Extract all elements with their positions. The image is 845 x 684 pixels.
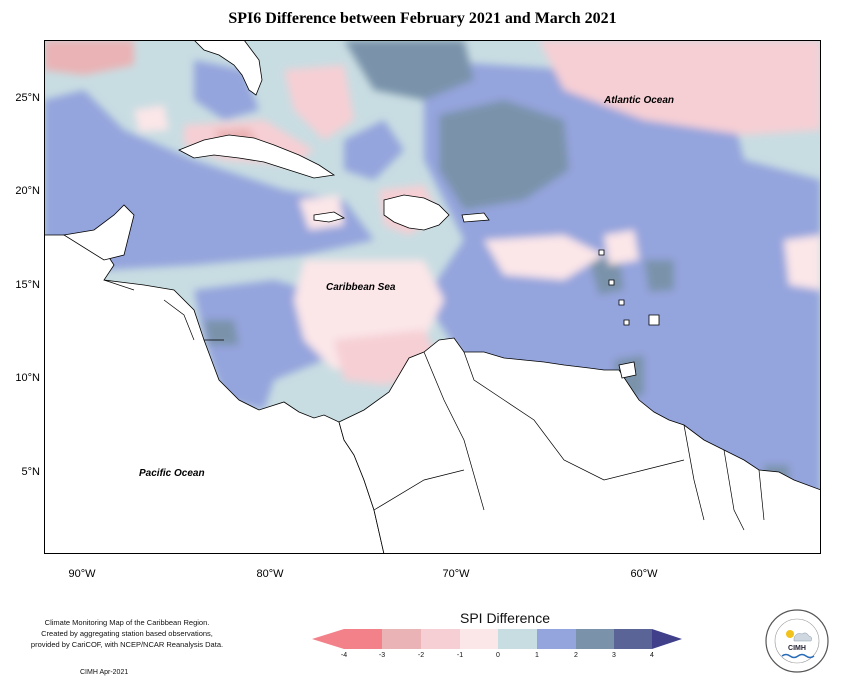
lon-tick-80w: 80°W bbox=[256, 568, 284, 580]
legend-swatch bbox=[576, 629, 614, 649]
logo-text: CIMH bbox=[788, 645, 806, 652]
credit: CIMH Apr-2021 bbox=[80, 669, 129, 676]
legend-swatch bbox=[537, 629, 576, 649]
zone-pink-lesser bbox=[604, 230, 639, 265]
lon-tick-90w: 90°W bbox=[68, 568, 96, 580]
sun-icon bbox=[786, 630, 794, 638]
legend-tick: -1 bbox=[456, 652, 464, 659]
legend-tick: -3 bbox=[378, 652, 386, 659]
legend-tick: -2 bbox=[417, 652, 425, 659]
legend-arrow-left bbox=[312, 629, 344, 649]
legend-swatch bbox=[344, 629, 382, 649]
lat-tick-20n: 20°N bbox=[15, 185, 40, 197]
zone-slate-antilles bbox=[589, 255, 624, 295]
lat-tick-25n: 25°N bbox=[15, 92, 40, 104]
footnote-line: Climate Monitoring Map of the Caribbean … bbox=[44, 618, 210, 627]
color-legend bbox=[312, 628, 684, 655]
legend-tick: 0 bbox=[496, 652, 500, 659]
spi-map[interactable]: Atlantic Ocean Caribbean Sea Pacific Oce… bbox=[44, 40, 821, 554]
map-title: SPI6 Difference between February 2021 an… bbox=[228, 10, 617, 27]
legend-swatch bbox=[614, 629, 652, 649]
footnote: Climate Monitoring Map of the Caribbean … bbox=[12, 617, 242, 650]
zone-blue-bahamas bbox=[344, 120, 404, 180]
label-pacific-ocean: Pacific Ocean bbox=[139, 468, 205, 479]
legend-tick: 3 bbox=[612, 652, 616, 659]
wave-icon bbox=[781, 653, 815, 659]
borders bbox=[103, 279, 765, 531]
zone-pink-ne bbox=[539, 40, 821, 135]
zone-pink-east-atl bbox=[784, 235, 821, 290]
lon-tick-70w: 70°W bbox=[442, 568, 470, 580]
legend-swatch bbox=[421, 629, 460, 649]
footnote-line: Created by aggregating station based obs… bbox=[41, 629, 213, 638]
legend-tick: 2 bbox=[574, 652, 578, 659]
legend-tick: 1 bbox=[535, 652, 539, 659]
label-caribbean-sea: Caribbean Sea bbox=[326, 282, 396, 293]
zone-pink-ven-east bbox=[484, 235, 604, 280]
legend-tick: -4 bbox=[340, 652, 348, 659]
legend-swatch bbox=[498, 629, 537, 649]
zone-pink-nw bbox=[44, 40, 134, 75]
legend-swatch bbox=[460, 629, 498, 649]
lon-tick-60w: 60°W bbox=[630, 568, 658, 580]
cimh-logo: CIMH bbox=[764, 608, 830, 674]
legend-tick: 4 bbox=[650, 652, 654, 659]
zone-slate-east bbox=[644, 260, 674, 292]
lat-tick-10n: 10°N bbox=[15, 372, 40, 384]
legend-arrow-right bbox=[652, 629, 682, 649]
zone-pink-gulf bbox=[134, 105, 169, 132]
lat-tick-5n: 5°N bbox=[21, 466, 40, 478]
zone-slate-north bbox=[344, 40, 474, 100]
legend-title: SPI Difference bbox=[459, 610, 550, 626]
zone-slate-atlantic bbox=[439, 100, 569, 210]
legend-swatch bbox=[382, 629, 421, 649]
map-frame bbox=[44, 40, 821, 554]
zone-slate-panama bbox=[204, 320, 239, 345]
footnote-line: provided by CariCOF, with NCEP/NCAR Rean… bbox=[30, 640, 224, 649]
label-atlantic-ocean: Atlantic Ocean bbox=[603, 95, 674, 106]
land bbox=[44, 40, 821, 554]
lat-tick-15n: 15°N bbox=[15, 279, 40, 291]
cloud-icon bbox=[793, 632, 812, 642]
zone-pink-bahamas bbox=[284, 65, 354, 140]
